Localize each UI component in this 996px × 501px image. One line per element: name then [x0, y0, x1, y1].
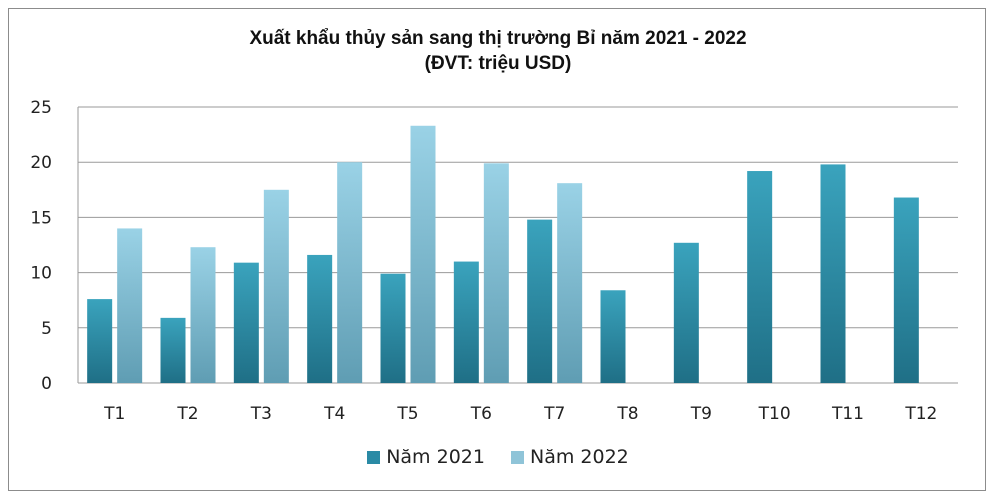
- x-tick-label: T9: [690, 404, 712, 424]
- x-tick-label: T5: [396, 404, 418, 424]
- bar-2022-t4: [337, 162, 363, 383]
- legend-label-2022: Năm 2022: [530, 446, 629, 468]
- y-tick-label: 10: [30, 264, 52, 284]
- bar-2021-t1: [87, 299, 113, 383]
- bar-2022-t5: [410, 125, 436, 383]
- x-tick-label: T4: [323, 404, 345, 424]
- chart-title: Xuất khẩu thủy sản sang thị trường Bỉ nă…: [249, 28, 747, 49]
- y-tick-label: 20: [30, 153, 52, 173]
- bar-2021-t10: [747, 171, 773, 383]
- bar-2021-t11: [820, 164, 846, 383]
- legend: Năm 2021 Năm 2022: [0, 446, 996, 468]
- legend-swatch-2022: [511, 451, 525, 464]
- x-tick-label: T3: [250, 404, 272, 424]
- x-tick-labels: T1 T2 T3 T4 T5 T6 T7 T8 T9 T10 T11 T12: [103, 404, 937, 424]
- x-tick-label: T10: [758, 404, 791, 424]
- x-tick-label: T2: [176, 404, 198, 424]
- bar-2021-t5: [380, 273, 406, 383]
- bar-2022-t1: [117, 228, 143, 383]
- bar-2021-t3: [233, 262, 259, 383]
- bar-2021-t7: [527, 219, 553, 383]
- legend-swatch-2021: [367, 451, 381, 464]
- x-tick-label: T11: [831, 404, 864, 424]
- y-tick-label: 25: [30, 98, 52, 118]
- bar-2022-t2: [190, 247, 216, 383]
- x-tick-label: T6: [470, 404, 492, 424]
- bar-2021-t6: [453, 261, 479, 383]
- chart-subtitle: (ĐVT: triệu USD): [424, 53, 572, 74]
- x-tick-label: T1: [103, 404, 125, 424]
- bar-2021-t8: [600, 290, 626, 383]
- y-tick-label: 15: [30, 208, 52, 228]
- bar-2021-t12: [893, 197, 919, 383]
- bar-2022-t6: [483, 163, 509, 383]
- bar-2022-t7: [557, 183, 583, 383]
- y-tick-label: 5: [41, 319, 52, 339]
- gridlines: [77, 106, 958, 384]
- bar-2021-t9: [673, 242, 699, 383]
- x-tick-label: T7: [543, 404, 565, 424]
- y-tick-label: 0: [41, 374, 52, 394]
- y-tick-labels: 0 5 10 15 20 25: [30, 98, 52, 394]
- x-tick-label: T8: [616, 404, 638, 424]
- bar-2021-t4: [307, 254, 333, 383]
- bar-2022-t3: [263, 189, 289, 383]
- x-tick-label: T12: [904, 404, 937, 424]
- legend-label-2021: Năm 2021: [386, 446, 485, 468]
- bar-2021-t2: [160, 317, 186, 383]
- bars: [87, 125, 919, 383]
- legend-item-2022: Năm 2022: [511, 446, 629, 468]
- legend-item-2021: Năm 2021: [367, 446, 485, 468]
